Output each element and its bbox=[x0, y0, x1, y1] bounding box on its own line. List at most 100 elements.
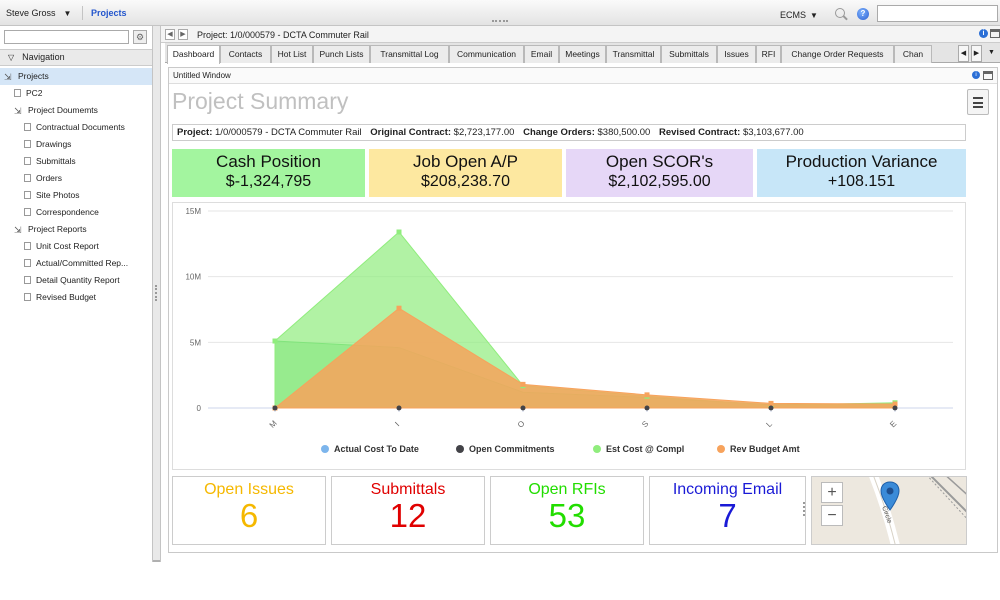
kpi-cash-position[interactable]: Cash Position $-1,324,795 bbox=[172, 149, 365, 197]
main-panel: ◀ ▶ Project: 1/0/000579 - DCTA Commuter … bbox=[160, 26, 1000, 562]
tab-communication[interactable]: Communication bbox=[449, 45, 524, 63]
forward-arrow-icon[interactable]: ▶ bbox=[178, 29, 188, 40]
gear-icon[interactable]: ⚙ bbox=[133, 30, 147, 44]
x-tick-label: E bbox=[888, 419, 898, 429]
kpi-open-scors[interactable]: Open SCOR's $2,102,595.00 bbox=[566, 149, 753, 197]
folder-open-icon: ⇲ bbox=[4, 72, 12, 82]
kpi-label: Job Open A/P bbox=[413, 152, 518, 171]
x-tick-label: I bbox=[393, 420, 401, 428]
sidebar-item[interactable]: Unit Cost Report bbox=[0, 238, 152, 255]
top-bar: Steve Gross ▼ Projects ECMS ▼ ? bbox=[0, 0, 1000, 26]
sidebar-item[interactable]: ⇲ Project Doumemts bbox=[0, 102, 152, 119]
data-point bbox=[644, 392, 650, 398]
kpi-value: $208,238.70 bbox=[421, 173, 510, 190]
document-icon bbox=[24, 293, 31, 301]
kpi-label: Open SCOR's bbox=[605, 152, 714, 171]
tab-rfi[interactable]: RFI bbox=[756, 45, 781, 63]
nav-search-input[interactable] bbox=[4, 30, 129, 44]
sidebar-item[interactable]: Actual/Committed Rep... bbox=[0, 255, 152, 272]
folder-open-icon: ⇲ bbox=[14, 225, 22, 235]
y-tick-label: 10M bbox=[185, 273, 201, 282]
tab-scroll-left-icon[interactable]: ◀ bbox=[958, 45, 969, 62]
map-pin-icon[interactable] bbox=[880, 481, 900, 511]
sidebar-item[interactable]: ⇲ Projects bbox=[0, 68, 152, 85]
sidebar-item[interactable]: Correspondence bbox=[0, 204, 152, 221]
original-contract-value: $2,723,177.00 bbox=[453, 127, 515, 138]
tab-issues[interactable]: Issues bbox=[717, 45, 756, 63]
sidebar-item-label: Revised Budget bbox=[36, 292, 97, 302]
stat-value: 7 bbox=[718, 497, 737, 534]
data-point bbox=[520, 405, 526, 411]
tab-menu-chevron-icon[interactable]: ▼ bbox=[988, 49, 995, 56]
back-arrow-icon[interactable]: ◀ bbox=[165, 29, 175, 40]
info-icon[interactable]: i bbox=[979, 29, 988, 38]
ecms-menu[interactable]: ECMS ▼ bbox=[780, 10, 818, 20]
sidebar-item[interactable]: Drawings bbox=[0, 136, 152, 153]
sidebar-item[interactable]: Contractual Documents bbox=[0, 119, 152, 136]
map-zoom-in-button[interactable]: + bbox=[821, 482, 843, 503]
tab-punch-lists[interactable]: Punch Lists bbox=[313, 45, 370, 63]
map-zoom-out-button[interactable]: − bbox=[821, 505, 843, 526]
sidebar-item-label: Unit Cost Report bbox=[36, 241, 99, 251]
change-orders-value: $380,500.00 bbox=[597, 127, 651, 138]
page-title: Project Summary bbox=[172, 88, 349, 114]
folder-open-icon: ⇲ bbox=[14, 106, 22, 116]
stat-open-rfis[interactable]: Open RFIs 53 bbox=[490, 476, 644, 545]
sidebar-item-label: Projects bbox=[18, 71, 49, 81]
navigation-header[interactable]: ▽ Navigation bbox=[0, 49, 152, 66]
tab-meetings[interactable]: Meetings bbox=[559, 45, 606, 63]
sidebar-item[interactable]: PC2 bbox=[0, 85, 152, 102]
drag-handle[interactable] bbox=[492, 20, 508, 24]
sidebar-item[interactable]: Orders bbox=[0, 170, 152, 187]
resize-handle[interactable] bbox=[803, 502, 806, 516]
tab-email[interactable]: Email bbox=[524, 45, 559, 63]
stat-open-issues[interactable]: Open Issues 6 bbox=[172, 476, 326, 545]
sidebar-item[interactable]: Submittals bbox=[0, 153, 152, 170]
tab-transmittal-log[interactable]: Transmittal Log bbox=[370, 45, 449, 63]
tab-transmittal[interactable]: Transmittal bbox=[606, 45, 661, 63]
user-menu[interactable]: Steve Gross ▼ bbox=[6, 8, 71, 18]
global-search-input[interactable] bbox=[877, 5, 998, 22]
sidebar-resize-handle[interactable] bbox=[155, 285, 158, 301]
tab-submittals[interactable]: Submittals bbox=[661, 45, 717, 63]
maximize-icon[interactable] bbox=[983, 71, 993, 80]
sidebar-item-label: Actual/Committed Rep... bbox=[36, 258, 129, 268]
sidebar-item[interactable]: Site Photos bbox=[0, 187, 152, 204]
data-point bbox=[396, 229, 402, 235]
sidebar-item-label: Contractual Documents bbox=[36, 122, 125, 132]
sidebar-item-label: Orders bbox=[36, 173, 62, 183]
search-icon[interactable] bbox=[835, 8, 845, 18]
sidebar-item[interactable]: ⇲ Project Reports bbox=[0, 221, 152, 238]
tab-scroll-right-icon[interactable]: ▶ bbox=[971, 45, 982, 62]
sidebar-item[interactable]: Revised Budget bbox=[0, 289, 152, 306]
tab-dashboard[interactable]: Dashboard bbox=[167, 45, 220, 64]
kpi-production-variance[interactable]: Production Variance +108.151 bbox=[757, 149, 966, 197]
data-point bbox=[892, 405, 898, 411]
cost-chart: 0 5M 10M 15M M I O S L E Actual Cost To Date Open C… bbox=[172, 202, 966, 470]
original-contract-label: Original Contract: bbox=[370, 127, 452, 138]
x-tick-label: M bbox=[268, 418, 279, 429]
divider bbox=[82, 6, 83, 20]
sidebar-item[interactable]: Detail Quantity Report bbox=[0, 272, 152, 289]
maximize-icon[interactable] bbox=[990, 29, 1000, 38]
change-orders-label: Change Orders: bbox=[523, 127, 595, 138]
data-point bbox=[272, 405, 278, 411]
tab-change-order-requests[interactable]: Change Order Requests bbox=[781, 45, 894, 63]
map-roads: Circle bbox=[869, 477, 966, 544]
stat-value: 12 bbox=[389, 497, 427, 534]
tab-hot-list[interactable]: Hot List bbox=[271, 45, 313, 63]
project-map[interactable]: Circle + − bbox=[811, 476, 967, 545]
stat-submittals[interactable]: Submittals 12 bbox=[331, 476, 485, 545]
projects-link[interactable]: Projects bbox=[91, 8, 127, 18]
kpi-job-open-ap[interactable]: Job Open A/P $208,238.70 bbox=[369, 149, 562, 197]
tab-chan[interactable]: Chan bbox=[894, 45, 932, 63]
data-point bbox=[272, 338, 278, 344]
data-point bbox=[520, 381, 526, 387]
hamburger-menu-button[interactable] bbox=[967, 89, 989, 115]
legend-label: Rev Budget Amt bbox=[730, 444, 800, 454]
help-icon[interactable]: ? bbox=[857, 8, 869, 20]
document-icon bbox=[24, 140, 31, 148]
tab-contacts[interactable]: Contacts bbox=[220, 45, 271, 63]
info-icon[interactable]: i bbox=[972, 71, 980, 79]
stat-incoming-email[interactable]: Incoming Email 7 bbox=[649, 476, 806, 545]
